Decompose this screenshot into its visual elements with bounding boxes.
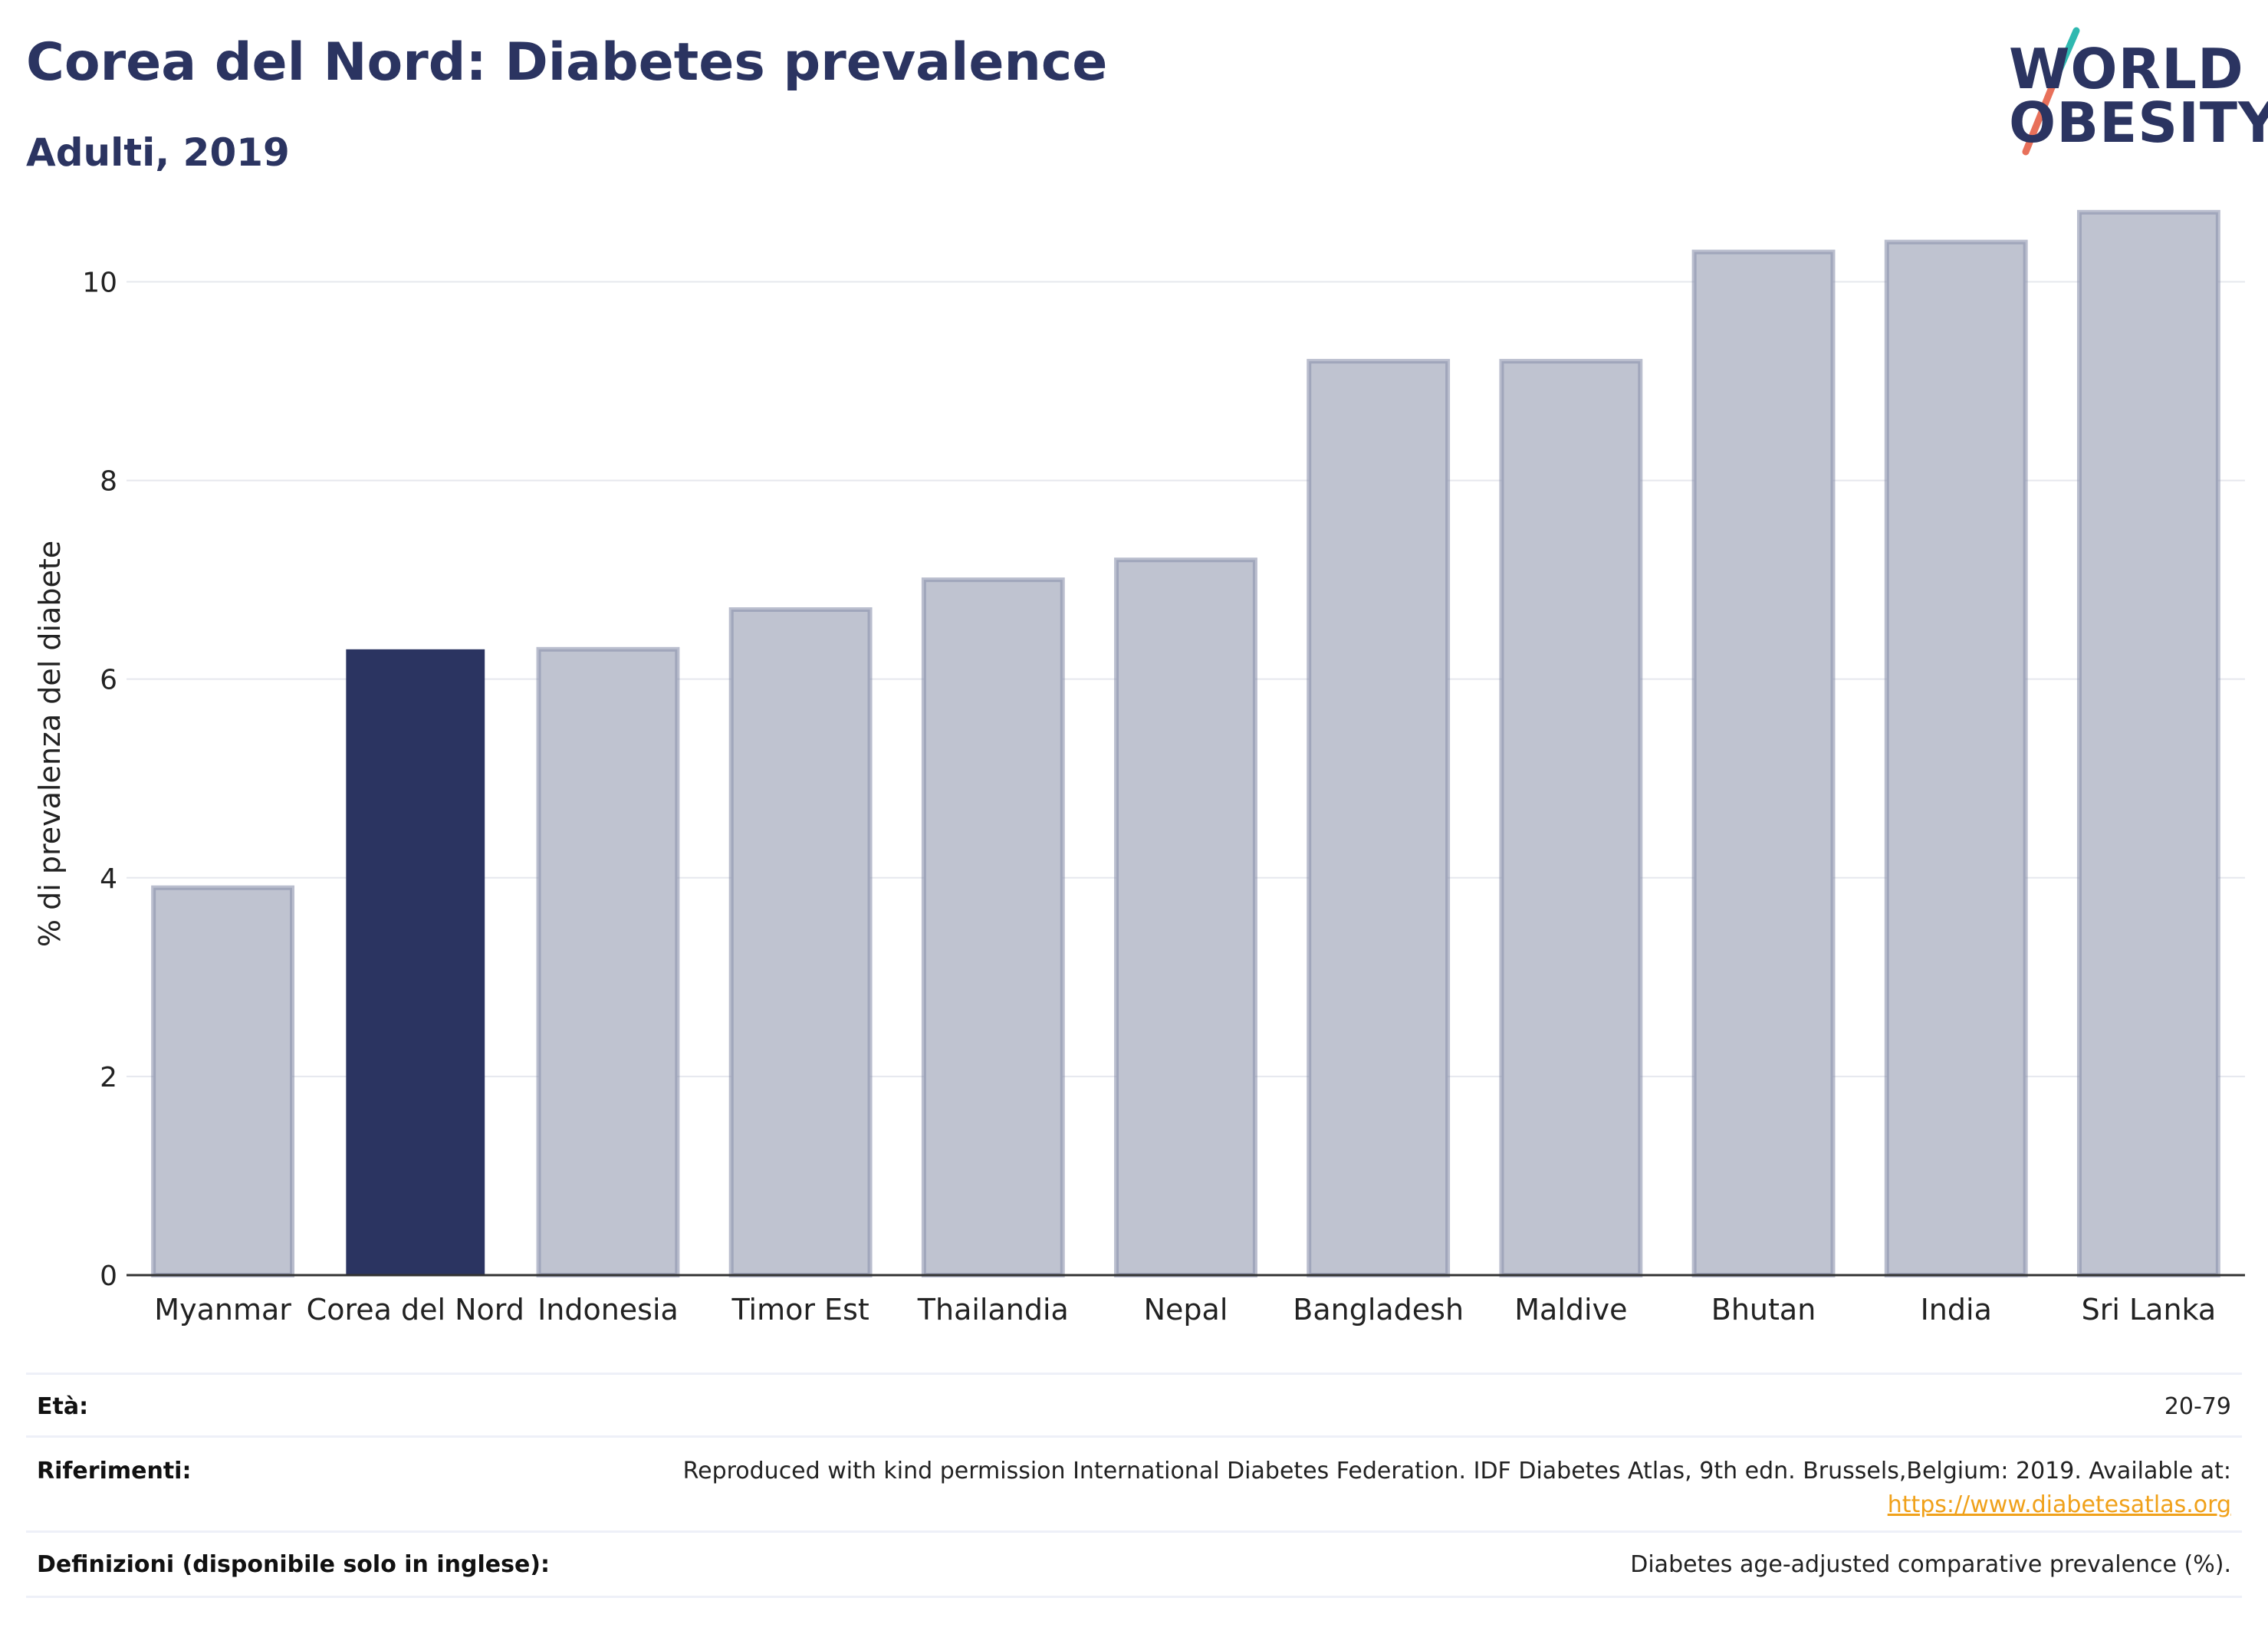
y-tick-label: 10 <box>82 267 117 298</box>
bars <box>151 209 2220 1278</box>
bar-timor-est[interactable] <box>728 607 873 1277</box>
footer-definitions-label: Definizioni (disponibile solo in inglese… <box>37 1551 550 1578</box>
footer-references-label: Riferimenti: <box>37 1458 192 1484</box>
x-tick-label: Nepal <box>1144 1293 1228 1327</box>
x-tick-label: Timor Est <box>731 1293 869 1327</box>
footer-age-value: 20-79 <box>2164 1393 2231 1420</box>
y-tick-label: 8 <box>100 466 117 498</box>
x-tick-label: India <box>1921 1293 1992 1327</box>
x-tick-label: Bangladesh <box>1293 1293 1464 1327</box>
chart-title: Corea del Nord: Diabetes prevalence <box>26 32 1108 93</box>
bar-indonesia[interactable] <box>536 646 680 1277</box>
x-tick-label: Bhutan <box>1711 1293 1816 1327</box>
footer-age-label: Età: <box>37 1393 89 1420</box>
y-tick-label: 4 <box>100 863 117 895</box>
footer-row-references: Riferimenti: Reproduced with kind permis… <box>26 1435 2242 1533</box>
bar-chart: 0 2 4 6 8 10 Myanmar Corea del Nord Indonesia Tim… <box>33 209 2245 1327</box>
footer-row-definitions: Definizioni (disponibile solo in inglese… <box>26 1530 2242 1598</box>
footer-references-text: Reproduced with kind permission Internat… <box>682 1458 2231 1484</box>
logo-word-obesity: OBESITY <box>2009 90 2268 155</box>
axes: 0 2 4 6 8 10 Myanmar Corea del Nord Indonesia Tim… <box>82 267 2245 1327</box>
x-tick-label: Corea del Nord <box>307 1293 524 1327</box>
bar-bangladesh[interactable] <box>1307 359 1451 1277</box>
x-tick-label: Thailandia <box>917 1293 1069 1327</box>
bar-bhutan[interactable] <box>1691 249 1836 1277</box>
y-tick-label: 6 <box>100 665 117 696</box>
bar-india[interactable] <box>1884 239 2028 1278</box>
footer-references-link[interactable]: https://www.diabetesatlas.org <box>1887 1491 2231 1518</box>
footer-row-age: Età: 20-79 <box>26 1373 2242 1438</box>
logo-slash-icon <box>2022 27 2080 156</box>
footer-definitions-value: Diabetes age-adjusted comparative preval… <box>1630 1551 2231 1578</box>
bar-corea-del-nord[interactable] <box>346 649 485 1275</box>
chart-subtitle: Adulti, 2019 <box>26 130 290 175</box>
y-tick-label: 0 <box>100 1261 117 1292</box>
x-tick-label: Myanmar <box>154 1293 291 1327</box>
y-axis-label: % di prevalenza del diabete <box>33 541 67 947</box>
world-obesity-logo[interactable]: WORLD OBESITY <box>1994 23 2268 161</box>
x-tick-label: Maldive <box>1514 1293 1627 1327</box>
x-tick-label: Sri Lanka <box>2082 1293 2217 1327</box>
bar-myanmar[interactable] <box>151 885 295 1278</box>
logo-word-world: WORLD <box>2009 37 2244 101</box>
bar-thailandia[interactable] <box>921 577 1065 1277</box>
bar-maldive[interactable] <box>1499 359 1643 1277</box>
x-tick-label: Indonesia <box>537 1293 679 1327</box>
bar-nepal[interactable] <box>1114 557 1257 1277</box>
bar-sri-lanka[interactable] <box>2076 209 2220 1278</box>
y-tick-label: 2 <box>100 1062 117 1093</box>
